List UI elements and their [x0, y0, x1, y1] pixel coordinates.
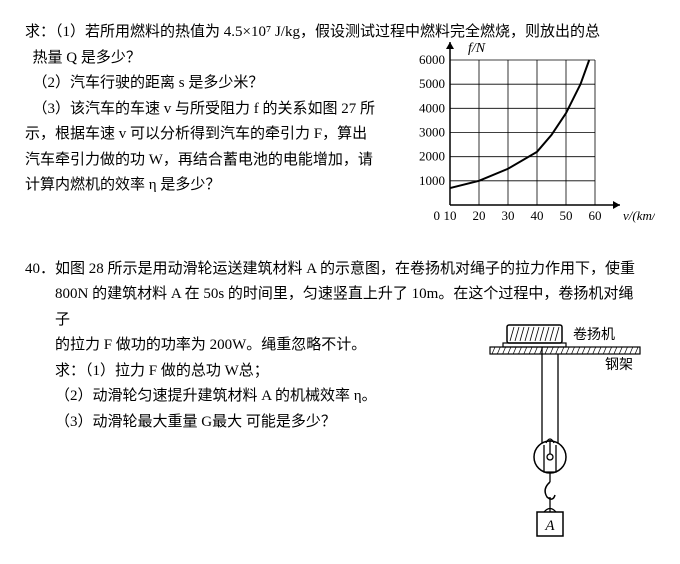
svg-text:5000: 5000 [419, 76, 445, 91]
svg-text:f/N: f/N [468, 41, 486, 56]
q39-intro2: 热量 Q 是多少？ [25, 46, 420, 72]
q39-part3b: 示，根据车速 v 可以分析得到汽车的牵引力 F，算出 [25, 122, 420, 148]
svg-text:0: 0 [434, 208, 441, 223]
svg-text:卷扬机: 卷扬机 [573, 327, 615, 343]
svg-text:30: 30 [502, 208, 515, 223]
q39-chart: 10 20 30 40 50 60 1000 2000 3000 4000 5000 6000 0 f/N… [400, 40, 655, 250]
svg-text:钢架: 钢架 [605, 357, 633, 373]
q39-part3a: （3）该汽车的车速 v 与所受阻力 f 的关系如图 27 所 [25, 97, 420, 123]
problem-40: 40．如图 28 所示是用动滑轮运送建筑材料 A 的示意图，在卷扬机对绳子的拉力… [25, 257, 655, 436]
svg-text:50: 50 [560, 208, 573, 223]
svg-text:10: 10 [444, 208, 457, 223]
q39-part3d: 计算内燃机的效率 η 是多少？ [25, 173, 420, 199]
svg-text:2000: 2000 [419, 149, 445, 164]
svg-text:20: 20 [473, 208, 486, 223]
problem-39: 求：（1）若所用燃料的热值为 4.5×10⁷ J/kg，假设测试过程中燃料完全燃… [25, 20, 655, 199]
svg-text:40: 40 [531, 208, 544, 223]
svg-text:v/(km/h): v/(km/h) [623, 208, 655, 223]
q40-l1: 如图 28 所示是用动滑轮运送建筑材料 A 的示意图，在卷扬机对绳子的拉力作用下… [55, 261, 635, 277]
q40-diagram: 卷扬机钢架 A [485, 317, 645, 557]
svg-text:6000: 6000 [419, 52, 445, 67]
q40-number: 40． [25, 257, 55, 283]
svg-text:1000: 1000 [419, 173, 445, 188]
q40-line1: 40．如图 28 所示是用动滑轮运送建筑材料 A 的示意图，在卷扬机对绳子的拉力… [25, 257, 655, 283]
svg-text:60: 60 [589, 208, 602, 223]
svg-text:3000: 3000 [419, 125, 445, 140]
q39-part2: （2）汽车行驶的距离 s 是多少米？ [25, 71, 420, 97]
svg-text:A: A [544, 518, 555, 534]
svg-text:4000: 4000 [419, 100, 445, 115]
q39-part3c: 汽车牵引力做的功 W，再结合蓄电池的电能增加，请 [25, 148, 420, 174]
